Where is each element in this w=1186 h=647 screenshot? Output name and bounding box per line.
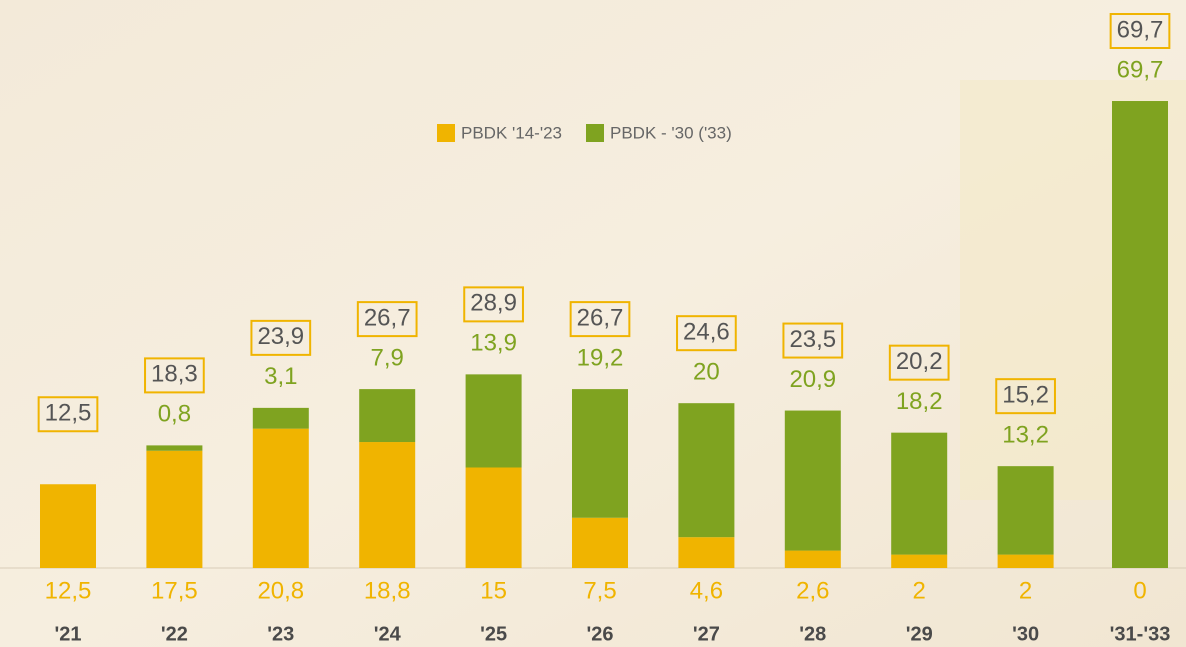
total-box <box>250 319 312 356</box>
value-label: 2,6 <box>796 577 829 604</box>
total-box <box>569 301 631 338</box>
legend-swatch <box>437 124 455 142</box>
value-label: 4,6 <box>690 577 723 604</box>
total-box <box>463 286 524 323</box>
total-box <box>356 301 418 338</box>
value-label: 13,2 <box>1002 422 1049 449</box>
x-tick-label: '25 <box>480 623 507 645</box>
total-label: 12,5 <box>45 400 92 427</box>
bar-segment <box>359 389 416 443</box>
total-box <box>995 378 1056 415</box>
value-label: 18,2 <box>896 388 943 415</box>
total-label: 24,6 <box>683 319 730 346</box>
bar-segment <box>40 484 96 568</box>
bar-segment <box>572 517 628 568</box>
bar-segment <box>146 445 203 451</box>
bar-segment <box>146 450 203 568</box>
total-label: 15,2 <box>1002 382 1049 409</box>
x-tick-label: '31-'33 <box>1110 623 1171 645</box>
value-label: 2 <box>1019 577 1032 604</box>
bar-segment <box>359 442 416 568</box>
value-label: 18,8 <box>364 577 411 604</box>
value-label: 7,9 <box>371 344 404 371</box>
value-label: 3,1 <box>264 363 297 390</box>
value-label: 20 <box>693 359 720 386</box>
bar-segment <box>252 428 309 568</box>
bar-segment <box>465 467 522 568</box>
total-label: 69,7 <box>1117 16 1164 43</box>
legend: PBDK '14-'23 PBDK - '30 ('33) <box>437 123 732 142</box>
total-box <box>1109 13 1171 50</box>
bar-segment <box>252 407 309 429</box>
bar-segment <box>997 554 1054 568</box>
total-label: 20,2 <box>896 348 943 375</box>
legend-label: PBDK - '30 ('33) <box>610 123 732 142</box>
legend-label: PBDK '14-'23 <box>461 123 562 142</box>
x-tick-label: '24 <box>374 623 402 645</box>
bar-segment <box>678 403 735 538</box>
bar-segment <box>891 432 948 555</box>
value-label: 15 <box>480 577 507 604</box>
x-tick-label: '21 <box>54 623 81 645</box>
x-tick-label: '29 <box>906 623 933 645</box>
total-label: 23,5 <box>789 326 836 353</box>
x-tick-label: '26 <box>586 623 613 645</box>
total-label: 23,9 <box>257 323 304 350</box>
value-label: 20,8 <box>257 577 304 604</box>
total-box <box>888 344 950 381</box>
total-box <box>782 322 844 359</box>
total-label: 28,9 <box>470 290 517 317</box>
x-tick-label: '28 <box>799 623 826 645</box>
bar-segment <box>997 466 1054 555</box>
bar-segment <box>891 554 948 568</box>
x-tick-label: '27 <box>693 623 720 645</box>
value-label: 2 <box>913 577 926 604</box>
bar-segment <box>465 374 522 468</box>
bar-segment <box>784 410 841 551</box>
total-box <box>37 396 99 433</box>
total-box <box>676 315 737 352</box>
value-label: 20,9 <box>789 366 836 393</box>
x-tick-label: '30 <box>1012 623 1039 645</box>
bar-segment <box>784 550 841 568</box>
value-label: 12,5 <box>45 577 92 604</box>
value-label: 0,8 <box>158 401 191 428</box>
total-box <box>144 357 205 394</box>
value-label: 7,5 <box>583 577 616 604</box>
value-label: 69,7 <box>1117 56 1164 83</box>
bar-segment <box>572 389 628 518</box>
legend-swatch <box>586 124 604 142</box>
value-label: 13,9 <box>470 330 517 357</box>
bar-segment <box>1112 101 1168 568</box>
total-label: 26,7 <box>364 304 411 331</box>
x-tick-label: '23 <box>267 623 294 645</box>
total-label: 26,7 <box>577 304 624 331</box>
value-label: 0 <box>1133 577 1146 604</box>
value-label: 19,2 <box>577 344 624 371</box>
total-label: 18,3 <box>151 361 198 388</box>
bar-segment <box>678 537 735 568</box>
x-tick-label: '22 <box>161 623 188 645</box>
value-label: 17,5 <box>151 577 198 604</box>
